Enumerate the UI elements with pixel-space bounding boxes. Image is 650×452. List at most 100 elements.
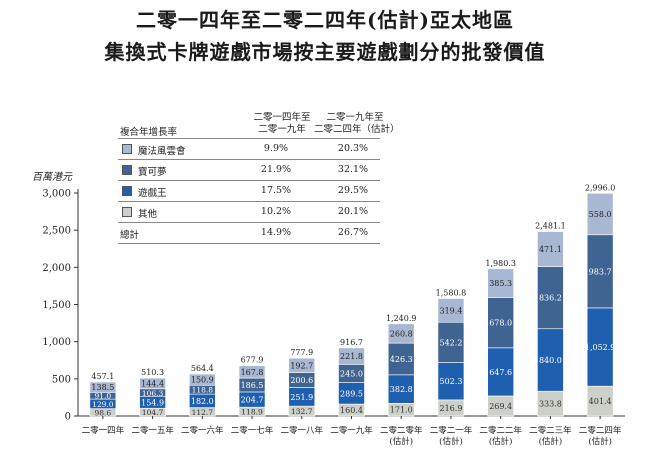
total-label: 510.3: [141, 368, 164, 377]
data-label: 289.5: [340, 389, 363, 398]
x-tick-label: 二零一五年: [131, 425, 174, 436]
x-tick-label: 二零二四年: [579, 425, 622, 436]
data-label: 319.4: [440, 306, 463, 315]
bar-segment: [338, 347, 365, 365]
data-label: 129.0: [92, 400, 114, 409]
legend-cagr2: 29.5%: [337, 185, 369, 196]
legend-swatch-yugioh: [122, 186, 132, 196]
chart-title-line1: 二零一四年至二零二四年(估計)亞太地區: [136, 8, 514, 32]
data-label: 542.2: [440, 338, 463, 347]
data-label: 171.0: [390, 406, 413, 415]
legend-row-total: 總計 14.9% 26.7%: [118, 222, 380, 244]
total-label: 1,580.8: [436, 288, 467, 297]
data-label: 269.4: [489, 402, 512, 411]
data-label: 401.4: [589, 397, 612, 406]
y-tick-label: 0: [65, 412, 71, 423]
data-label: 836.2: [539, 294, 562, 303]
data-label: 167.8: [241, 368, 264, 377]
legend-col1-line1: 二零一四年至: [253, 112, 311, 123]
bar-segment: [139, 377, 166, 390]
x-tick-label: 二零二零年: [380, 425, 423, 436]
legend-col1-header: 二零一四年至 二零一九年: [241, 112, 323, 136]
x-tick-label: 二零一四年: [82, 425, 125, 436]
y-tick-label: 3,000: [42, 189, 71, 200]
legend-cagr2: 20.3%: [337, 143, 369, 154]
x-tick-label: 二零一七年: [231, 425, 274, 436]
bar-segment: [387, 374, 415, 404]
bar-segment: [189, 373, 216, 386]
data-label: 186.5: [241, 381, 264, 390]
y-tick-label: 1,000: [42, 337, 71, 348]
bar-segment: [387, 323, 415, 344]
total-label: 777.9: [290, 348, 313, 357]
bar-segment: [437, 321, 465, 363]
legend-cagr1: 17.5%: [260, 185, 292, 196]
legend-col1-line2: 二零一九年: [258, 124, 306, 135]
data-label: 204.7: [241, 396, 264, 405]
legend-cagr1: 9.9%: [263, 143, 289, 154]
data-label: 104.7: [142, 408, 164, 417]
total-label: 1,980.3: [485, 259, 516, 268]
total-label: 1,240.9: [386, 314, 417, 323]
legend-header: 複合年增長率 二零一四年至 二零一九年 二零一九年至 二零二四年（估計）: [118, 112, 400, 138]
data-label: 840.0: [539, 356, 562, 365]
x-tick-label: 二零二三年: [529, 425, 572, 436]
bar-segment: [238, 365, 266, 379]
legend-col2-line1: 二零一九年至: [326, 112, 384, 123]
data-label: 192.7: [290, 361, 313, 370]
y-tick-label: 1,500: [42, 300, 71, 311]
data-label: 426.3: [390, 355, 413, 364]
x-tick-label: (估計): [489, 436, 513, 447]
legend-total-cagr1: 14.9%: [260, 227, 292, 238]
legend-row-others: 其他 10.2% 20.1%: [118, 201, 380, 222]
bar-segment: [89, 381, 117, 393]
legend-cagr2: 20.1%: [337, 206, 369, 217]
data-label: 200.6: [290, 376, 313, 385]
x-tick-label: (估計): [389, 436, 413, 447]
data-label: 385.3: [489, 279, 512, 288]
bar-segment: [437, 298, 465, 323]
y-tick-label: 2,500: [42, 226, 71, 237]
bar-segment: [487, 268, 514, 298]
data-label: 144.4: [141, 379, 164, 388]
legend-name: 遊戲王: [138, 188, 167, 199]
data-label: 138.5: [91, 383, 114, 392]
data-label: 471.1: [539, 245, 562, 254]
data-label: 118.8: [192, 386, 214, 395]
data-label: 216.9: [440, 404, 463, 413]
bar-segment: [537, 266, 564, 330]
total-label: 677.9: [241, 356, 264, 365]
data-label: 333.8: [539, 400, 562, 409]
total-label: 916.7: [340, 338, 363, 347]
legend-row-pokemon: 寶可夢 21.9% 32.1%: [118, 159, 380, 180]
y-tick-label: 500: [52, 374, 71, 385]
total-label: 2,996.0: [585, 183, 616, 192]
legend-header-label: 複合年增長率: [120, 127, 178, 138]
legend-swatch-others: [122, 207, 132, 217]
bar-segment: [537, 328, 564, 392]
x-tick-label: (估計): [439, 436, 463, 447]
legend-col2-line2: 二零二四年（估計）: [314, 124, 400, 135]
legend-cagr1: 10.2%: [260, 206, 292, 217]
data-label: 260.8: [390, 329, 413, 338]
total-label: 457.1: [91, 372, 114, 381]
data-label: 106.3: [142, 389, 164, 398]
legend-row-magic: 魔法風雲會 9.9% 20.3%: [118, 138, 380, 159]
data-label: 647.6: [489, 368, 512, 377]
bar-segment: [288, 357, 316, 373]
bar-segment: [586, 192, 614, 236]
data-label: 1,052.9: [585, 343, 616, 352]
legend-row-yugioh: 遊戲王 17.5% 29.5%: [118, 180, 380, 201]
data-label: 150.9: [191, 376, 214, 385]
legend-cagr1: 21.9%: [260, 164, 292, 175]
legend-name: 其他: [138, 209, 158, 220]
data-label: 251.9: [290, 393, 313, 402]
data-label: 382.8: [390, 385, 413, 394]
x-tick-label: 二零一六年: [181, 425, 224, 436]
bar-segment: [487, 347, 514, 397]
data-label: 678.0: [489, 319, 512, 328]
legend-col2-header: 二零一九年至 二零二四年（估計）: [314, 112, 400, 136]
data-label: 502.3: [440, 377, 463, 386]
data-label: 983.7: [589, 267, 612, 276]
